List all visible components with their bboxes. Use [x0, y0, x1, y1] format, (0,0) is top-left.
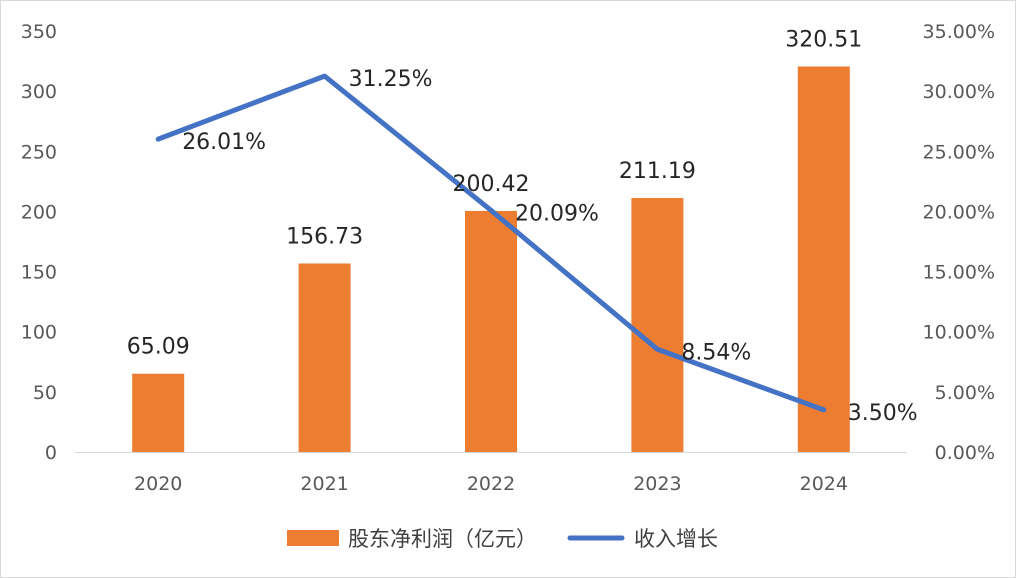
x-axis: 2020 2021 2022 2023 2024: [75, 452, 907, 495]
bar-data-label: 65.09: [127, 335, 190, 360]
legend-bar-swatch: [287, 530, 339, 546]
left-axis-tick-label: 250: [21, 141, 57, 163]
data-labels: 65.09 156.73 200.42 211.19 320.51 26.01% 31.25…: [127, 27, 918, 425]
x-axis-tick-label: 2020: [134, 473, 182, 495]
bar: [298, 263, 351, 452]
line-data-label: 26.01%: [182, 130, 266, 155]
legend: 股东净利润（亿元） 收入增长: [287, 527, 718, 551]
left-axis-tick-label: 300: [21, 81, 57, 103]
line-series: [155, 73, 827, 413]
bar-data-label: 211.19: [619, 159, 696, 184]
bar-data-label: 156.73: [286, 224, 363, 249]
right-axis-tick-label: 15.00%: [923, 262, 995, 284]
legend-line-label: 收入增长: [634, 527, 718, 551]
left-axis-tick-label: 100: [21, 322, 57, 344]
line-data-label: 3.50%: [848, 401, 918, 426]
left-axis-tick-label: 50: [33, 382, 57, 404]
right-axis-tick-label: 0.00%: [935, 442, 995, 464]
right-axis-tick-label: 20.00%: [923, 201, 995, 223]
x-axis-tick-label: 2023: [633, 473, 681, 495]
right-axis-tick-label: 25.00%: [923, 141, 995, 163]
right-axis-tick-label: 5.00%: [935, 382, 995, 404]
line-data-label: 20.09%: [515, 201, 599, 226]
bar-data-label: 200.42: [453, 172, 530, 197]
line-data-label: 31.25%: [349, 67, 433, 92]
line-path: [155, 73, 827, 413]
x-axis-tick-label: 2024: [800, 473, 848, 495]
line-data-label: 8.54%: [681, 340, 751, 365]
left-axis-tick-label: 200: [21, 201, 57, 223]
left-axis-tick-label: 0: [45, 442, 57, 464]
left-axis-tick-label: 350: [21, 21, 57, 43]
left-axis-tick-label: 150: [21, 262, 57, 284]
x-axis-tick-label: 2021: [300, 473, 348, 495]
bar: [465, 210, 517, 452]
bar-data-label: 320.51: [785, 27, 862, 52]
right-axis-tick-label: 35.00%: [923, 21, 995, 43]
right-axis: 0.00% 5.00% 10.00% 15.00% 20.00% 25.00% 30.00%…: [923, 21, 995, 464]
x-axis-tick-label: 2022: [467, 473, 515, 495]
right-axis-tick-label: 10.00%: [923, 322, 995, 344]
bar: [631, 197, 684, 452]
bar: [797, 66, 850, 452]
left-axis: 0 50 100 150 200 250 300 350: [21, 21, 57, 464]
bar: [132, 373, 185, 452]
legend-bar-label: 股东净利润（亿元）: [348, 527, 537, 551]
right-axis-tick-label: 30.00%: [923, 81, 995, 103]
bar-series: [132, 66, 850, 452]
